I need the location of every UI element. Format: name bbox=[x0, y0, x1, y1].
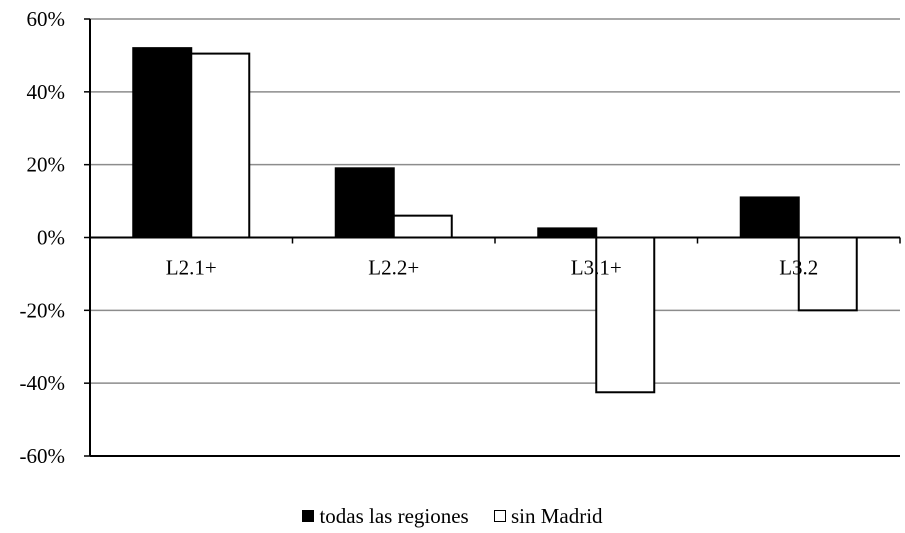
bar bbox=[132, 47, 193, 239]
bar bbox=[739, 196, 800, 239]
x-category-label: L3.1+ bbox=[571, 256, 622, 280]
legend-label-series-2: sin Madrid bbox=[510, 504, 603, 528]
x-category-label: L3.2 bbox=[779, 256, 818, 280]
bar bbox=[190, 52, 251, 239]
bar bbox=[392, 214, 453, 239]
legend: todas las regiones sin Madrid bbox=[0, 502, 905, 529]
legend-swatch-series-2 bbox=[493, 510, 506, 522]
y-tick-label: 0% bbox=[37, 226, 65, 250]
legend-item-series-1: todas las regiones bbox=[302, 503, 469, 529]
legend-item-series-2: sin Madrid bbox=[493, 503, 603, 529]
y-tick-label: -20% bbox=[20, 298, 66, 322]
bar bbox=[334, 167, 395, 239]
bar bbox=[595, 236, 656, 394]
legend-swatch-series-1 bbox=[302, 510, 315, 522]
y-tick-label: 20% bbox=[27, 153, 66, 177]
legend-label-series-1: todas las regiones bbox=[319, 504, 469, 528]
x-category-label: L2.1+ bbox=[166, 256, 217, 280]
bar bbox=[537, 227, 598, 239]
y-tick-label: -60% bbox=[20, 444, 66, 468]
y-tick-label: 60% bbox=[27, 7, 66, 31]
y-tick-label: 40% bbox=[27, 80, 66, 104]
y-tick-label: -40% bbox=[20, 371, 66, 395]
x-category-label: L2.2+ bbox=[368, 256, 419, 280]
